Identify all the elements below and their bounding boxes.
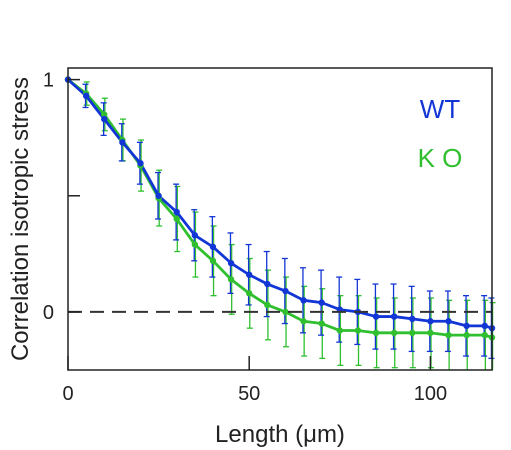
error-bars-layer (82, 81, 496, 370)
data-point-wt (481, 322, 488, 330)
x-tick-label: 0 (62, 383, 73, 405)
data-point-wt (318, 299, 325, 306)
data-point-ko (481, 331, 488, 339)
data-point-wt (101, 115, 108, 123)
data-point-ko (318, 320, 325, 327)
data-point-wt (209, 243, 217, 251)
data-point-wt (119, 139, 126, 146)
data-point-ko (264, 301, 271, 309)
data-point-wt (300, 297, 307, 304)
y-tick-label: 1 (43, 70, 54, 92)
data-point-ko (336, 327, 343, 334)
data-point-wt (264, 280, 271, 288)
x-axis-label: Length (μm) (215, 421, 345, 448)
data-point-ko (209, 257, 217, 265)
data-point-ko (227, 276, 235, 283)
data-point-ko (245, 290, 253, 297)
data-point-ko (282, 308, 289, 316)
data-point-wt (445, 318, 452, 325)
data-point-ko (463, 331, 470, 339)
data-point-wt (282, 287, 289, 295)
data-point-wt (191, 232, 199, 239)
data-point-wt (173, 208, 180, 216)
plot-area-frame (67, 67, 493, 371)
y-tick-label: 0 (43, 302, 54, 324)
x-axis-ticks: 0 50 100 (62, 356, 447, 405)
data-point-wt (390, 313, 398, 320)
data-point-wt (137, 160, 144, 167)
x-tick-label: 50 (238, 383, 260, 405)
data-point-wt (463, 322, 470, 330)
data-point-wt (409, 315, 416, 323)
data-point-wt (427, 318, 434, 325)
data-point-ko (445, 331, 452, 339)
data-point-wt (82, 92, 90, 100)
data-point-wt (372, 313, 380, 320)
y-axis-label: Correlation isotropic stress (7, 77, 34, 361)
data-point-ko (101, 111, 108, 118)
data-point-ko (300, 318, 307, 325)
data-point-wt (155, 192, 162, 199)
legend-entry-wt: WT (420, 94, 461, 124)
data-point-ko (354, 327, 362, 334)
data-point-wt (245, 271, 253, 278)
legend: WT K O (418, 94, 463, 173)
x-tick-label: 100 (414, 383, 447, 405)
data-point-wt (227, 259, 235, 267)
data-point-ko (427, 329, 434, 337)
data-point-ko (191, 241, 199, 248)
data-point-ko (390, 329, 398, 337)
data-point-ko (409, 329, 416, 337)
y-axis-ticks: 01 (43, 70, 80, 324)
legend-entry-ko: K O (418, 143, 463, 173)
data-point-ko (372, 329, 380, 337)
data-point-ko (173, 215, 180, 223)
